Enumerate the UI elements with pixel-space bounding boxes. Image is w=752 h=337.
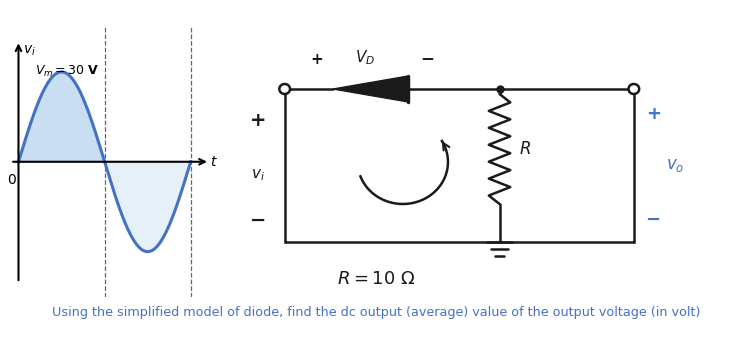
- Polygon shape: [333, 76, 408, 102]
- Text: $v_i$: $v_i$: [23, 43, 35, 58]
- Text: $v_i$: $v_i$: [251, 167, 265, 183]
- Text: +: +: [250, 111, 266, 130]
- Text: +: +: [311, 52, 323, 67]
- Text: $R = 10\ \Omega$: $R = 10\ \Omega$: [337, 270, 415, 288]
- Text: −: −: [646, 211, 661, 229]
- Text: Using the simplified model of diode, find the dc output (average) value of the o: Using the simplified model of diode, fin…: [52, 306, 700, 319]
- Text: −: −: [420, 49, 435, 67]
- Text: $v_o$: $v_o$: [666, 156, 684, 175]
- Text: $V_D$: $V_D$: [355, 48, 375, 67]
- Text: +: +: [646, 105, 661, 123]
- Text: $R$: $R$: [519, 140, 531, 158]
- Text: −: −: [250, 211, 266, 230]
- Text: $0$: $0$: [7, 173, 17, 187]
- Text: $t$: $t$: [211, 155, 218, 169]
- Text: $V_m = 30\ \mathbf{V}$: $V_m = 30\ \mathbf{V}$: [35, 64, 99, 79]
